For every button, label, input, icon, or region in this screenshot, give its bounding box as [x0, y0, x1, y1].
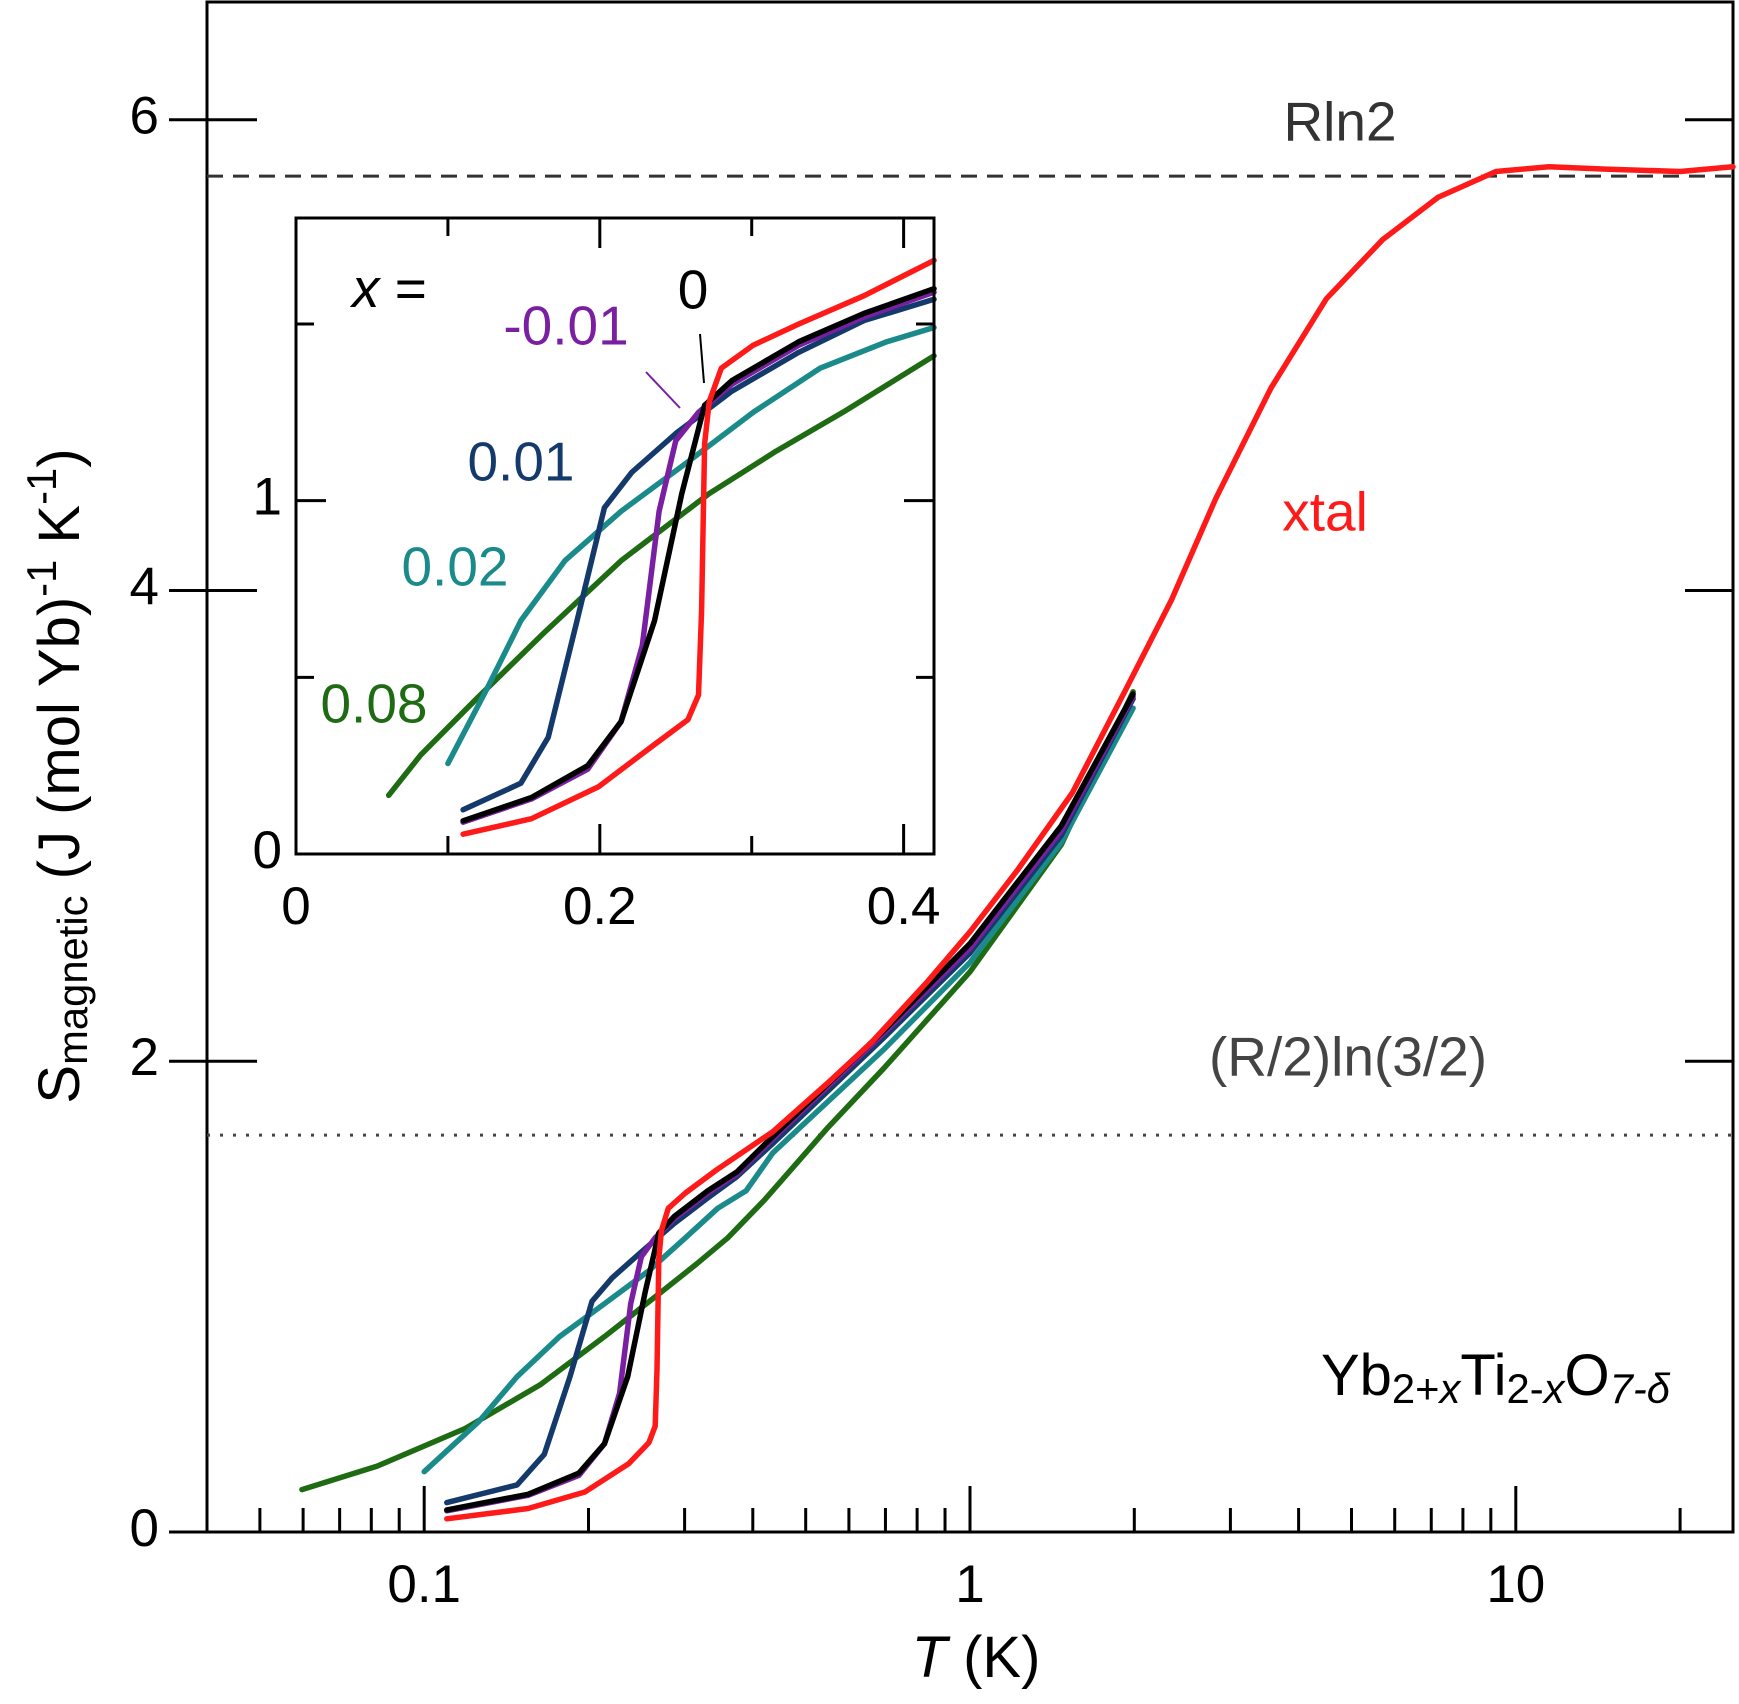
legend-title: x = [349, 257, 427, 319]
x-tick-label: 0.4 [867, 877, 941, 936]
series-label: 0 [678, 259, 709, 321]
data-line [421, 705, 1136, 1475]
text-part: x [1542, 1365, 1567, 1412]
compound-formula: Yb2+xTi2-xO7-δ [1321, 1343, 1671, 1411]
data-line [444, 695, 1136, 1506]
y-tick-label: 0 [130, 1499, 159, 1558]
leader-line [645, 371, 681, 409]
series-label: xtal [1282, 481, 1368, 543]
text-part: = [380, 257, 427, 319]
y-tick-label: 0 [253, 821, 282, 880]
y-tick-label: 4 [130, 557, 159, 616]
x-tick-label: 0 [281, 877, 310, 936]
text-part: 2+ [1392, 1365, 1440, 1412]
text-part: -1 [18, 468, 65, 505]
data-line [444, 164, 1736, 1522]
text-part: T [912, 1625, 951, 1690]
y-tick-label: 6 [130, 87, 159, 146]
text-part: -1 [18, 560, 65, 597]
series-label: 0.02 [401, 536, 508, 598]
series-label: 0.01 [467, 431, 574, 493]
data-line [445, 324, 937, 767]
series-label: 0.08 [320, 673, 427, 735]
text-part: magnetic [49, 895, 96, 1064]
inset-background [296, 218, 934, 854]
text-part: 7-δ [1610, 1365, 1671, 1412]
x-tick-label: 1 [955, 1555, 984, 1614]
x-axis-label: T (K) [912, 1625, 1041, 1690]
x-tick-label: 10 [1486, 1555, 1545, 1614]
text-part: 2- [1507, 1365, 1544, 1412]
data-line [385, 353, 937, 799]
text-part: (J (mol Yb) [27, 597, 92, 896]
text-part: x [1438, 1365, 1463, 1412]
data-line [460, 296, 937, 813]
text-part: S [27, 1065, 92, 1104]
y-tick-label: 1 [253, 468, 282, 527]
text-part: Yb [1321, 1343, 1392, 1408]
leader-line [699, 333, 705, 384]
data-line [444, 691, 1136, 1513]
text-part: ) [27, 448, 92, 467]
text-part: K [27, 505, 92, 560]
text-part: Ti [1460, 1343, 1506, 1408]
x-tick-label: 0.1 [387, 1555, 461, 1614]
text-part: O [1565, 1343, 1610, 1408]
reference-label: Rln2 [1283, 91, 1396, 153]
data-line [460, 257, 937, 837]
reference-label: (R/2)ln(3/2) [1209, 1026, 1487, 1088]
series-label: -0.01 [503, 295, 628, 357]
text-part: (K) [947, 1625, 1040, 1690]
y-tick-label: 2 [130, 1028, 159, 1087]
text-part: x [349, 257, 382, 319]
inset-frame [294, 216, 936, 856]
data-line [460, 285, 937, 824]
y-axis-label: Smagnetic (J (mol Yb)-1 K-1) [18, 448, 96, 1103]
x-tick-label: 0.2 [563, 877, 637, 936]
